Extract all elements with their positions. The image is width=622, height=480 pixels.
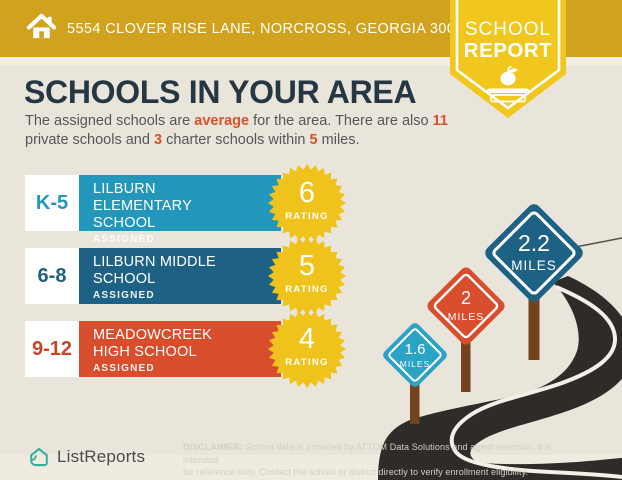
school-status: ASSIGNED bbox=[93, 234, 155, 245]
sign-post bbox=[410, 355, 420, 424]
divider-strip-top bbox=[0, 57, 622, 65]
school-row-elementary: K-5 LILBURN ELEMENTARY SCHOOL ASSIGNED 6… bbox=[25, 164, 355, 245]
school-row-middle: 6-8 LILBURN MIDDLE SCHOOL ASSIGNED 5 RAT… bbox=[25, 237, 355, 315]
grade-range: K-5 bbox=[25, 175, 79, 231]
subtitle-highlight: average bbox=[194, 113, 250, 129]
subtitle-text: The assigned schools are bbox=[25, 113, 195, 129]
grade-range-label: K-5 bbox=[35, 191, 69, 214]
starburst-icon bbox=[268, 237, 346, 315]
subtitle-text: private schools and bbox=[25, 132, 154, 148]
rating-label: RATING bbox=[285, 357, 329, 368]
school-row-high: 9-12 MEADOWCREEK HIGH SCHOOL ASSIGNED 4 … bbox=[25, 310, 355, 388]
rating-value: 5 bbox=[298, 250, 316, 282]
school-bar: LILBURN ELEMENTARY SCHOOL ASSIGNED bbox=[79, 175, 281, 245]
school-bar: MEADOWCREEK HIGH SCHOOL ASSIGNED bbox=[79, 321, 281, 377]
logo-text: ListReports bbox=[57, 447, 146, 466]
grade-range-label: 6-8 bbox=[37, 264, 67, 287]
school-name: LILBURN MIDDLE SCHOOL bbox=[93, 254, 216, 287]
starburst-icon bbox=[268, 164, 346, 242]
subtitle-highlight: 11 bbox=[432, 113, 448, 129]
road-illustration: 1.6 MILES 2 MILES 2.2 MILES bbox=[378, 204, 622, 480]
subtitle-text: miles. bbox=[317, 132, 360, 148]
property-address: 5554 CLOVER RISE LANE, NORCROSS, GEORGIA… bbox=[67, 20, 473, 37]
distance-sign-1: 1.6 MILES bbox=[383, 323, 447, 387]
road-line bbox=[449, 285, 622, 479]
distance-sign-3: 2.2 MILES bbox=[485, 204, 583, 302]
subtitle-text: for the area. There are also bbox=[249, 113, 433, 129]
sign-post bbox=[461, 306, 471, 392]
subtitle-highlight: 3 bbox=[153, 132, 163, 148]
road-shape bbox=[378, 276, 622, 480]
subtitle: The assigned schools are average for the… bbox=[25, 112, 455, 150]
listreports-house-icon bbox=[30, 447, 48, 467]
school-status: ASSIGNED bbox=[93, 363, 155, 374]
subtitle-highlight: 5 bbox=[309, 132, 318, 148]
disclaimer-text: School data is provided by ATTOM Data So… bbox=[183, 442, 552, 465]
home-icon bbox=[26, 11, 57, 47]
rating-badge: 5 RATING bbox=[268, 237, 346, 315]
school-name: MEADOWCREEK HIGH SCHOOL bbox=[93, 327, 213, 360]
school-status: ASSIGNED bbox=[93, 290, 155, 301]
distance-value: 1.6 bbox=[405, 341, 426, 358]
apple-book-icon bbox=[487, 65, 529, 103]
distance-sign-2: 2 MILES bbox=[427, 267, 505, 345]
rating-badge: 6 RATING bbox=[268, 164, 346, 242]
school-name: LILBURN ELEMENTARY SCHOOL bbox=[93, 181, 192, 231]
grade-range: 9-12 bbox=[25, 321, 79, 377]
disclaimer: DISCLAIMER: School data is provided by A… bbox=[183, 441, 575, 479]
grade-range: 6-8 bbox=[25, 248, 79, 304]
disclaimer-label: DISCLAIMER: bbox=[183, 442, 244, 452]
school-report-badge: SCHOOL REPORT bbox=[450, 0, 566, 118]
grade-range-label: 9-12 bbox=[31, 337, 73, 360]
distance-value: 2 bbox=[461, 288, 471, 308]
subtitle-text: charter schools within bbox=[162, 132, 310, 148]
starburst-icon bbox=[268, 310, 346, 388]
sign-post bbox=[528, 253, 540, 360]
badge-line1: SCHOOL bbox=[465, 19, 551, 40]
rating-label: RATING bbox=[285, 284, 329, 295]
page-title: SCHOOLS IN YOUR AREA bbox=[24, 74, 417, 110]
school-bar: LILBURN MIDDLE SCHOOL ASSIGNED bbox=[79, 248, 281, 304]
distance-unit: MILES bbox=[400, 359, 431, 369]
rating-label: RATING bbox=[285, 211, 329, 222]
rating-badge: 4 RATING bbox=[268, 310, 346, 388]
distance-unit: MILES bbox=[511, 258, 557, 273]
rating-value: 4 bbox=[298, 323, 316, 355]
listreports-logo: ListReports bbox=[28, 446, 145, 468]
distance-unit: MILES bbox=[448, 311, 485, 323]
rating-value: 6 bbox=[298, 177, 316, 209]
distance-value: 2.2 bbox=[518, 230, 550, 256]
badge-line2: REPORT bbox=[464, 39, 552, 62]
disclaimer-text: for reference only. Contact the school o… bbox=[183, 467, 529, 477]
